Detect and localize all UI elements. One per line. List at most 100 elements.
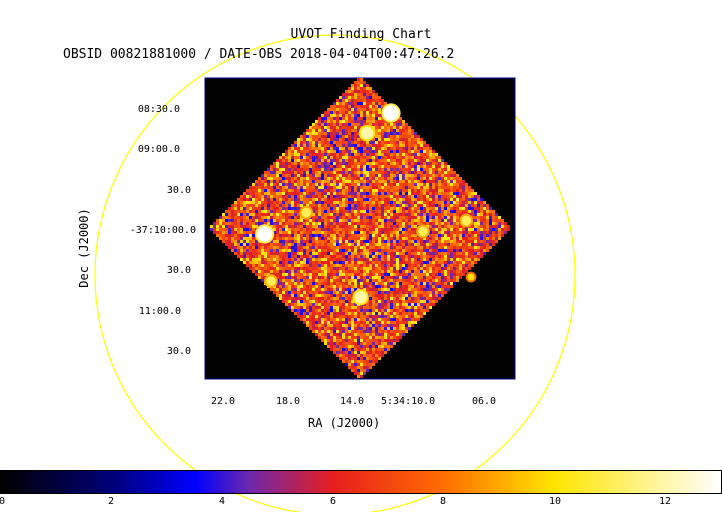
noise-pixel: [411, 279, 414, 282]
noise-pixel: [402, 204, 405, 207]
noise-pixel: [447, 246, 450, 249]
noise-pixel: [441, 186, 444, 189]
noise-pixel: [297, 204, 300, 207]
noise-pixel: [246, 210, 249, 213]
noise-pixel: [381, 327, 384, 330]
noise-pixel: [390, 189, 393, 192]
noise-pixel: [360, 204, 363, 207]
noise-pixel: [297, 312, 300, 315]
noise-pixel: [342, 156, 345, 159]
noise-pixel: [336, 156, 339, 159]
noise-pixel: [357, 96, 360, 99]
noise-pixel: [324, 210, 327, 213]
noise-pixel: [357, 207, 360, 210]
noise-pixel: [417, 183, 420, 186]
noise-pixel: [414, 216, 417, 219]
noise-pixel: [372, 180, 375, 183]
noise-pixel: [249, 198, 252, 201]
noise-pixel: [357, 135, 360, 138]
noise-pixel: [354, 342, 357, 345]
noise-pixel: [351, 105, 354, 108]
noise-pixel: [336, 177, 339, 180]
noise-pixel: [234, 225, 237, 228]
noise-pixel: [309, 234, 312, 237]
noise-pixel: [315, 174, 318, 177]
noise-pixel: [279, 159, 282, 162]
noise-pixel: [261, 186, 264, 189]
noise-pixel: [459, 207, 462, 210]
noise-pixel: [252, 240, 255, 243]
noise-pixel: [225, 240, 228, 243]
noise-pixel: [363, 237, 366, 240]
noise-pixel: [345, 261, 348, 264]
noise-pixel: [381, 165, 384, 168]
noise-pixel: [387, 294, 390, 297]
noise-pixel: [450, 216, 453, 219]
noise-pixel: [318, 216, 321, 219]
noise-pixel: [354, 204, 357, 207]
noise-pixel: [315, 270, 318, 273]
noise-pixel: [366, 216, 369, 219]
noise-pixel: [495, 222, 498, 225]
noise-pixel: [357, 84, 360, 87]
noise-pixel: [291, 243, 294, 246]
noise-pixel: [474, 192, 477, 195]
noise-pixel: [279, 165, 282, 168]
noise-pixel: [336, 201, 339, 204]
noise-pixel: [288, 255, 291, 258]
noise-pixel: [390, 171, 393, 174]
noise-pixel: [327, 333, 330, 336]
noise-pixel: [309, 312, 312, 315]
noise-pixel: [486, 213, 489, 216]
noise-pixel: [456, 174, 459, 177]
noise-pixel: [243, 213, 246, 216]
noise-pixel: [333, 165, 336, 168]
noise-pixel: [324, 141, 327, 144]
noise-pixel: [351, 324, 354, 327]
noise-pixel: [282, 261, 285, 264]
noise-pixel: [453, 216, 456, 219]
noise-pixel: [318, 132, 321, 135]
noise-pixel: [336, 168, 339, 171]
noise-pixel: [255, 264, 258, 267]
noise-pixel: [252, 210, 255, 213]
noise-pixel: [300, 219, 303, 222]
noise-pixel: [336, 273, 339, 276]
noise-pixel: [477, 201, 480, 204]
noise-pixel: [375, 102, 378, 105]
noise-pixel: [369, 174, 372, 177]
noise-pixel: [420, 168, 423, 171]
noise-pixel: [231, 207, 234, 210]
noise-pixel: [339, 231, 342, 234]
noise-pixel: [483, 231, 486, 234]
noise-pixel: [285, 231, 288, 234]
noise-pixel: [339, 156, 342, 159]
noise-pixel: [234, 231, 237, 234]
noise-pixel: [324, 204, 327, 207]
noise-pixel: [498, 222, 501, 225]
noise-pixel: [393, 183, 396, 186]
noise-pixel: [324, 327, 327, 330]
noise-pixel: [351, 264, 354, 267]
noise-pixel: [354, 135, 357, 138]
noise-pixel: [405, 270, 408, 273]
noise-pixel: [435, 177, 438, 180]
noise-pixel: [420, 192, 423, 195]
noise-pixel: [369, 249, 372, 252]
noise-pixel: [360, 117, 363, 120]
noise-pixel: [357, 141, 360, 144]
noise-pixel: [300, 174, 303, 177]
noise-pixel: [291, 279, 294, 282]
noise-pixel: [357, 105, 360, 108]
noise-pixel: [336, 282, 339, 285]
noise-pixel: [450, 273, 453, 276]
noise-pixel: [375, 309, 378, 312]
noise-pixel: [333, 330, 336, 333]
noise-pixel: [423, 174, 426, 177]
noise-pixel: [273, 195, 276, 198]
noise-pixel: [309, 132, 312, 135]
noise-pixel: [384, 306, 387, 309]
noise-pixel: [327, 120, 330, 123]
noise-pixel: [432, 150, 435, 153]
noise-pixel: [309, 258, 312, 261]
